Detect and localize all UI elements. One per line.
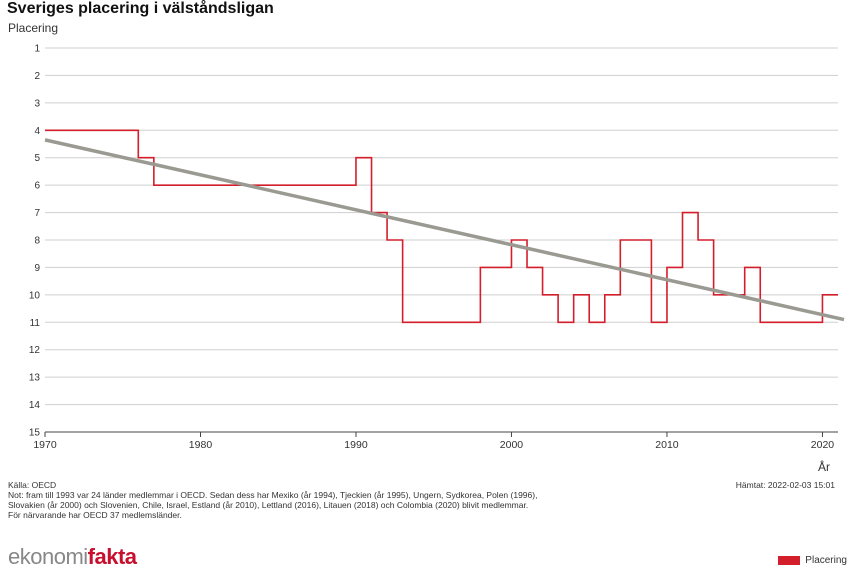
y-tick-label: 3 xyxy=(34,98,40,109)
source-line: Not: fram till 1993 var 24 länder medlem… xyxy=(8,490,538,500)
y-tick-label: 10 xyxy=(29,290,41,301)
y-tick-label: 15 xyxy=(29,428,41,439)
x-tick-labels: 1970 1980 1990 2000 2010 2020 xyxy=(33,439,834,451)
series-layer xyxy=(44,129,845,324)
x-axis-label: År xyxy=(818,459,830,474)
ranking-step-line xyxy=(45,129,838,324)
grid-lines xyxy=(44,47,838,437)
y-tick-label: 7 xyxy=(34,208,40,219)
y-axis-label: Placering xyxy=(8,21,59,35)
logo-part-1: ekonomi xyxy=(8,544,88,569)
y-tick-label: 1 xyxy=(34,44,40,55)
y-tick-label: 9 xyxy=(34,263,40,274)
legend-label: Placering xyxy=(805,555,847,566)
ekonomifakta-logo[interactable]: ekonomifakta xyxy=(8,544,137,570)
y-tick-label: 4 xyxy=(34,126,40,137)
x-tick-label: 1970 xyxy=(33,439,57,451)
x-tick-label: 2010 xyxy=(655,439,679,451)
y-tick-label: 2 xyxy=(34,71,40,82)
chart-title: Sveriges placering i välståndsligan xyxy=(7,0,274,17)
y-tick-label: 5 xyxy=(34,153,40,164)
source-line: För närvarande har OECD 37 medlemsländer… xyxy=(8,510,182,520)
legend-swatch xyxy=(778,556,801,565)
trend-line xyxy=(44,138,845,322)
x-tick-label: 1990 xyxy=(344,439,368,451)
source-line: Slovakien (år 2000) och Slovenien, Chile… xyxy=(8,500,529,510)
y-tick-label: 11 xyxy=(30,318,41,329)
y-tick-label: 6 xyxy=(34,181,40,192)
x-tick-label: 2020 xyxy=(811,439,835,451)
source-note: Källa: OECD Not: fram till 1993 var 24 l… xyxy=(8,480,708,520)
source-line: Källa: OECD xyxy=(8,480,57,490)
legend[interactable]: Placering xyxy=(778,555,847,566)
y-tick-label: 12 xyxy=(29,345,41,356)
y-tick-label: 13 xyxy=(29,373,41,384)
x-tick-label: 2000 xyxy=(500,439,524,451)
x-tick-label: 1980 xyxy=(189,439,213,451)
logo-part-2: fakta xyxy=(87,544,137,569)
y-tick-label: 8 xyxy=(34,236,40,247)
fetched-timestamp: Hämtat: 2022-02-03 15:01 xyxy=(735,480,835,490)
y-tick-label: 14 xyxy=(29,400,41,411)
